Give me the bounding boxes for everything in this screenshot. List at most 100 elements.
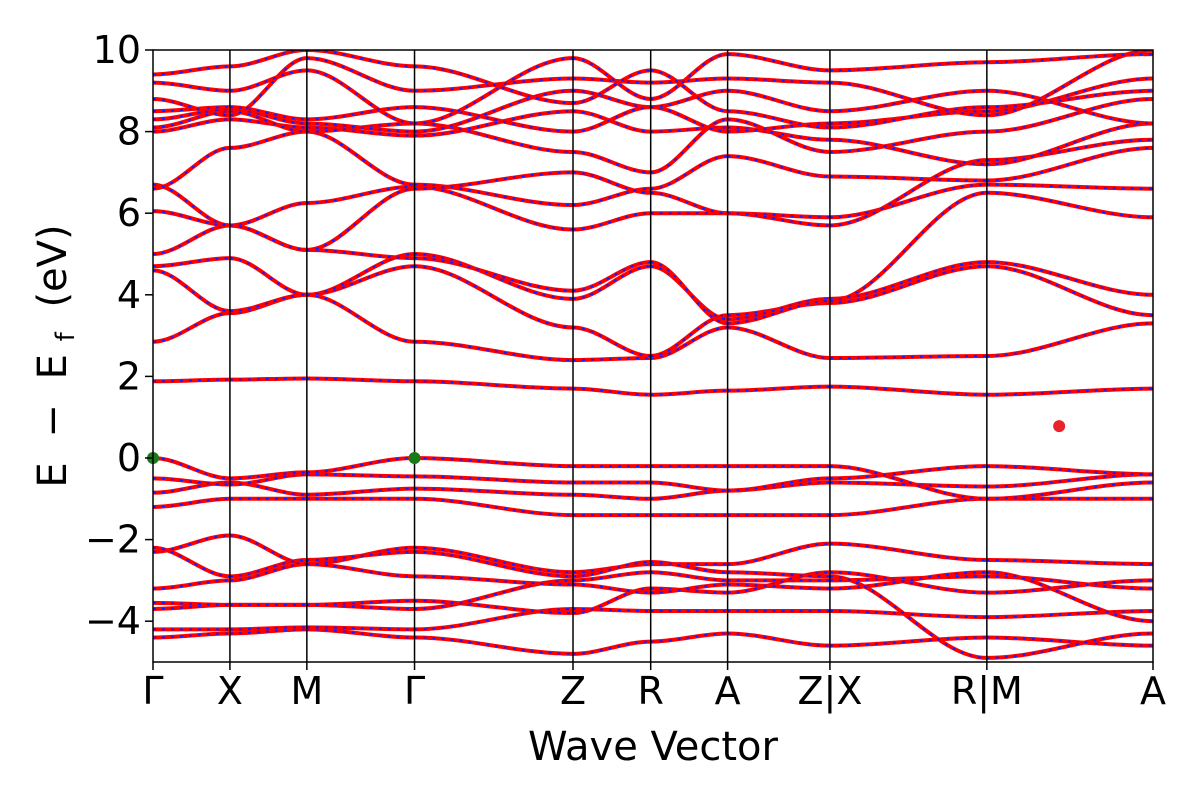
band-line-dash <box>727 77 830 84</box>
y-tick-label: 6 <box>117 191 141 235</box>
band-line-dash <box>414 106 574 133</box>
band-line <box>829 384 987 397</box>
band-line-dash <box>306 487 415 496</box>
band-line <box>727 582 830 591</box>
band-line <box>572 570 651 583</box>
y-tick-label: 2 <box>117 354 141 398</box>
band-line <box>572 211 651 232</box>
band-line-dash <box>727 632 830 647</box>
band-line <box>572 170 651 195</box>
band-line <box>572 260 651 293</box>
band-line-dash <box>414 579 574 610</box>
band-line-dash <box>306 457 415 474</box>
band-line <box>306 129 415 187</box>
vbm-marker <box>408 452 421 464</box>
band-line <box>306 252 415 297</box>
band-line <box>306 68 415 126</box>
band-line <box>727 76 830 85</box>
band-line <box>829 354 987 361</box>
band-line-dash <box>650 261 728 325</box>
band-line-dash <box>829 465 987 480</box>
band-line <box>650 154 728 191</box>
band-line <box>727 631 830 648</box>
band-line-dash <box>306 550 415 561</box>
y-tick-label: 8 <box>117 110 141 154</box>
band-line-dash <box>306 57 415 92</box>
band-line-dash <box>986 575 1153 590</box>
band-line-dash <box>650 77 728 84</box>
band-line-dash <box>306 69 415 125</box>
band-line-dash <box>829 465 987 500</box>
y-axis-title-unit: (eV) <box>30 224 76 307</box>
band-line-dash <box>986 146 1153 182</box>
band-line-dash <box>986 138 1153 162</box>
band-line-dash <box>986 122 1153 166</box>
band-line <box>229 223 307 252</box>
band-line-dash <box>650 489 728 500</box>
band-line-dash <box>306 122 415 133</box>
x-tick-label: R|M <box>951 669 1023 714</box>
band-line-dash <box>986 571 1153 623</box>
band-line-dash <box>572 110 651 133</box>
band-line <box>650 88 728 110</box>
band-line <box>153 117 230 134</box>
band-line <box>153 96 230 118</box>
y-axis-title-minus: − <box>30 404 76 438</box>
band-line <box>829 635 987 648</box>
x-tick-label: Z|X <box>797 669 862 714</box>
y-tick-label: −4 <box>85 599 141 643</box>
band-line-dash <box>986 97 1153 133</box>
band-line-dash <box>986 632 1153 659</box>
band-line-dash <box>414 183 574 207</box>
band-line <box>727 88 830 114</box>
band-line-dash <box>727 122 830 133</box>
band-line-dash <box>414 122 574 153</box>
band-line <box>229 533 307 567</box>
band-line-dash <box>306 377 415 383</box>
band-line-dash <box>229 377 307 381</box>
y-ticks-layer: −4 −2 0 2 4 6 8 10 <box>85 28 153 643</box>
band-line-dash <box>572 387 651 396</box>
band-line-dash <box>306 187 415 251</box>
band-line-dash <box>414 575 574 586</box>
band-line-dash <box>829 385 987 396</box>
band-line-dash <box>414 65 574 105</box>
band-line-dash <box>229 628 307 635</box>
band-line-dash <box>650 583 728 594</box>
band-line <box>572 560 651 579</box>
band-line <box>414 486 574 497</box>
band-line-dash <box>414 636 574 655</box>
band-line-dash <box>727 385 830 392</box>
band-line-dash <box>727 571 830 578</box>
band-line-dash <box>414 475 574 484</box>
x-axis-title: Wave Vector <box>528 724 779 770</box>
band-line-dash <box>829 138 987 166</box>
band-line-dash <box>829 175 987 182</box>
band-line-dash <box>153 457 230 480</box>
band-line-dash <box>829 571 987 590</box>
band-line-dash <box>306 248 415 260</box>
x-tick-label: Z <box>560 669 586 713</box>
band-line-dash <box>986 53 1153 64</box>
band-line-dash <box>153 632 230 639</box>
band-line-dash <box>153 81 230 92</box>
band-line <box>650 325 728 361</box>
band-line-dash <box>229 471 307 480</box>
x-tick-label: A <box>1140 669 1166 713</box>
band-line-dash <box>153 497 230 508</box>
band-line <box>229 129 307 150</box>
bands-layer <box>153 50 1153 660</box>
band-line-dash <box>153 579 230 590</box>
band-line-dash <box>727 477 830 492</box>
band-line-dash <box>229 626 307 631</box>
band-line-dash <box>306 126 415 137</box>
band-line-dash <box>306 599 415 606</box>
band-line-dash <box>986 89 1153 125</box>
band-line-dash <box>650 53 728 100</box>
band-line-dash <box>414 57 574 125</box>
band-line <box>153 223 231 256</box>
y-tick-label: −2 <box>85 518 141 562</box>
band-line <box>153 182 231 228</box>
band-line-dash <box>414 89 574 133</box>
band-line-dash <box>414 599 574 615</box>
